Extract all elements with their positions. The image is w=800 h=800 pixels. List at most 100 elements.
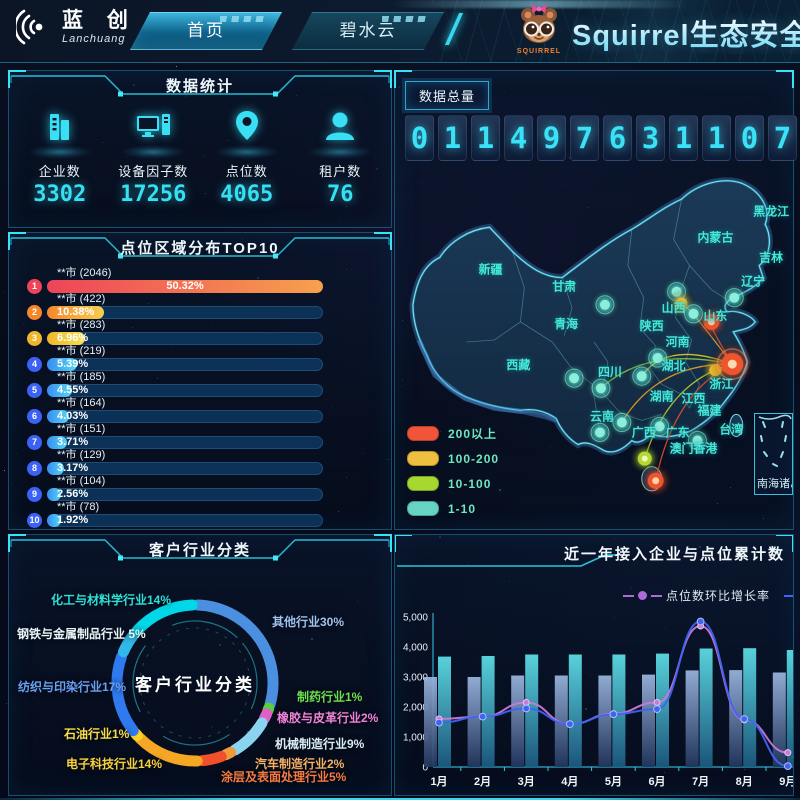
- top10-bar-row: 4 5.39%: [27, 358, 391, 371]
- top10-bar-row: 9 2.56%: [27, 488, 391, 501]
- x-axis-month-label: 1月: [430, 775, 447, 788]
- top10-bar-track[interactable]: 3.71%: [47, 436, 323, 449]
- donut-segment[interactable]: [235, 723, 262, 750]
- line-point[interactable]: [610, 711, 617, 718]
- top10-row-label: **市 (164): [57, 397, 391, 409]
- tab-dashes-decoration: [220, 16, 266, 22]
- donut-segment[interactable]: [226, 752, 231, 754]
- stat-value: 17256: [109, 182, 197, 207]
- stat-pedestal-glow: [121, 145, 185, 159]
- rank-badge: 4: [27, 357, 42, 372]
- line-point[interactable]: [654, 700, 660, 706]
- tab-home[interactable]: 首页: [130, 12, 282, 50]
- top10-row: **市 (185) 5 4.55%: [27, 371, 391, 397]
- top10-row-label: **市 (104): [57, 475, 391, 487]
- map-hotspot-teal[interactable]: [589, 289, 621, 321]
- line-point[interactable]: [566, 721, 573, 728]
- top10-bar-track[interactable]: 50.32%: [47, 280, 323, 293]
- stat-item: 企业数 3302: [16, 106, 104, 207]
- line-point[interactable]: [784, 763, 791, 770]
- province-label: 湖北: [662, 358, 686, 373]
- logo-title: 蓝 创: [62, 9, 137, 33]
- tab-dashes-decoration: [382, 16, 428, 22]
- bar-blue[interactable]: [598, 676, 611, 768]
- map-hotspot-teal[interactable]: [626, 360, 658, 392]
- donut-segment-label: 石油行业1%: [64, 725, 129, 742]
- province-label: 广东: [666, 424, 690, 439]
- top10-row-label: **市 (151): [57, 423, 391, 435]
- bar-cyan[interactable]: [743, 648, 756, 767]
- stats-row: 企业数 3302 设备因子数 17256 点位数 4065 租户数 76: [9, 100, 391, 207]
- line-point[interactable]: [523, 705, 530, 712]
- trend-chart[interactable]: 0 1,000 2,000 3,000 4,000 5,000 1月 2月 3月 4月 5月 6月 7月…: [395, 607, 794, 793]
- mascot-label: SQUIRREL: [512, 48, 566, 55]
- top10-percent-label: 50.32%: [166, 280, 203, 293]
- line-point[interactable]: [785, 750, 791, 756]
- top10-row-label: **市 (2046): [57, 267, 391, 279]
- top10-bar-track[interactable]: 3.17%: [47, 462, 323, 475]
- bar-blue[interactable]: [642, 675, 655, 767]
- stats-panel: 数据统计 企业数 3302 设备因子数 17256 点位数 4065 租户数 76: [8, 70, 392, 228]
- map-legend-item: 100-200: [407, 446, 499, 471]
- bar-blue[interactable]: [686, 670, 699, 767]
- map-legend-item: 200以上: [407, 421, 499, 446]
- bar-cyan[interactable]: [569, 655, 582, 768]
- top10-bar-track[interactable]: 5.39%: [47, 358, 323, 371]
- top10-row: **市 (164) 6 4.03%: [27, 397, 391, 423]
- top10-bar-track[interactable]: 2.56%: [47, 488, 323, 501]
- top10-row-label: **市 (283): [57, 319, 391, 331]
- bar-cyan[interactable]: [438, 657, 451, 767]
- stat-value: 4065: [203, 182, 291, 207]
- bar-blue[interactable]: [424, 677, 437, 767]
- top10-bar-track[interactable]: 6.96%: [47, 332, 323, 345]
- donut-segment-label: 化工与材料学行业14%: [51, 591, 171, 608]
- line-point[interactable]: [654, 706, 661, 713]
- top10-row: **市 (219) 4 5.39%: [27, 345, 391, 371]
- donut-segment[interactable]: [264, 714, 266, 719]
- bar-blue[interactable]: [511, 676, 524, 768]
- trend-legend: 点位数环比增长率: [623, 587, 794, 604]
- top10-row: **市 (2046) 1 50.32%: [27, 267, 391, 293]
- top10-bar-track[interactable]: 1.92%: [47, 514, 323, 527]
- province-label: 广西: [632, 424, 656, 439]
- bar-cyan[interactable]: [700, 649, 713, 768]
- donut-segment[interactable]: [203, 757, 222, 761]
- line-point[interactable]: [697, 618, 704, 625]
- top10-bar-track[interactable]: 4.55%: [47, 384, 323, 397]
- province-label: 内蒙古: [697, 229, 733, 244]
- map-legend-item: 1-10: [407, 496, 499, 521]
- top10-bar-track[interactable]: 10.38%: [47, 306, 323, 319]
- map-hotspot-red[interactable]: [638, 463, 674, 499]
- trend-legend-item[interactable]: [784, 591, 794, 600]
- top10-percent-label: 4.55%: [57, 384, 88, 397]
- province-label: 河南: [665, 334, 690, 349]
- province-label: 浙江: [709, 376, 733, 391]
- top10-bar-track[interactable]: 4.03%: [47, 410, 323, 423]
- legend-label: 10-100: [448, 477, 491, 491]
- rank-badge: 10: [27, 513, 42, 528]
- x-axis-month-label: 3月: [518, 775, 535, 788]
- stat-label: 企业数: [16, 161, 104, 180]
- legend-label: 点位数环比增长率: [666, 587, 770, 604]
- line-point[interactable]: [479, 713, 486, 720]
- province-label: 甘肃: [552, 279, 576, 294]
- x-axis-month-label: 9月: [779, 775, 794, 788]
- top10-rows: **市 (2046) 1 50.32% **市 (422) 2 10.38% **市 (28…: [9, 262, 391, 527]
- legend-swatch: [407, 426, 439, 441]
- line-point[interactable]: [523, 700, 529, 706]
- donut-segment-label: 其他行业30%: [272, 613, 344, 630]
- trend-legend-item[interactable]: 点位数环比增长率: [623, 587, 770, 604]
- bar-cyan[interactable]: [482, 656, 495, 767]
- industry-donut-chart: 客户行业分类 其他行业30% 制药行业1% 橡胶与皮革行业2% 机械制造行业9% 汽车制…: [9, 561, 391, 795]
- line-point[interactable]: [436, 719, 443, 726]
- top10-row-label: **市 (185): [57, 371, 391, 383]
- line-point[interactable]: [741, 716, 748, 723]
- counter-digit: 0: [405, 115, 434, 161]
- top10-panel-title: 点位区域分布TOP10: [9, 235, 391, 262]
- province-label: 西藏: [506, 357, 530, 372]
- header-slash-decoration: [445, 13, 463, 45]
- bar-blue[interactable]: [468, 677, 481, 767]
- legend-label: 100-200: [448, 452, 499, 466]
- tab-bishuiyun[interactable]: 碧水云: [292, 12, 444, 50]
- donut-segment-label: 钢铁与金属制品行业 5%: [17, 625, 146, 642]
